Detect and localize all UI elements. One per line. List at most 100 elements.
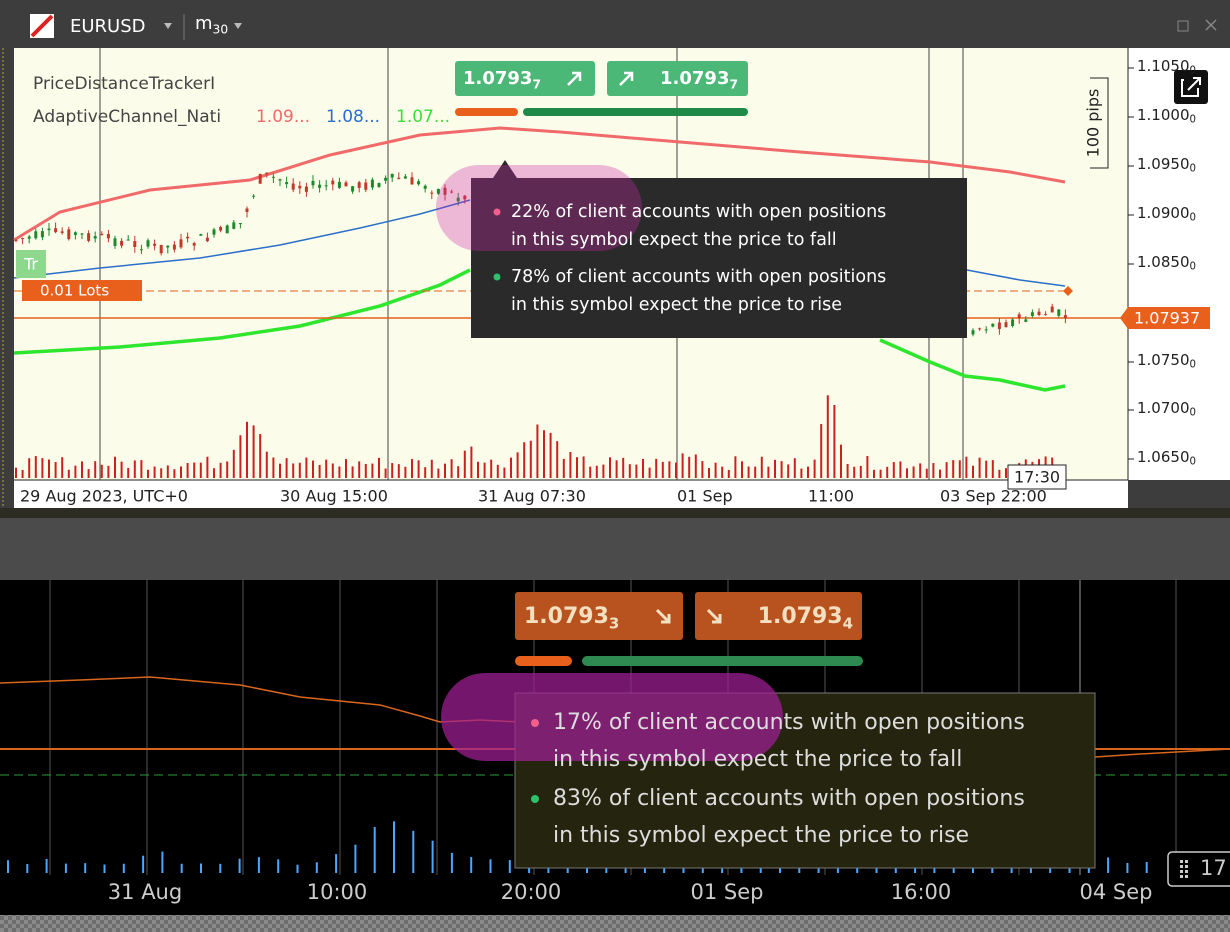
candle-body bbox=[212, 229, 216, 235]
candle-body bbox=[1017, 314, 1021, 318]
detach-button[interactable] bbox=[1177, 20, 1189, 32]
sell-button[interactable] bbox=[515, 592, 683, 640]
candle-body bbox=[133, 241, 137, 247]
grip-dot bbox=[1180, 870, 1183, 873]
grip-dot bbox=[1185, 860, 1188, 863]
candle-body bbox=[463, 195, 467, 200]
candle-body bbox=[1030, 312, 1034, 316]
candle-body bbox=[225, 225, 229, 234]
sell-price-sub: 3 bbox=[609, 614, 619, 632]
candle-body bbox=[285, 182, 289, 185]
trade-button-label: Tr bbox=[23, 255, 38, 274]
candle-body bbox=[971, 330, 975, 335]
trade-button[interactable] bbox=[16, 250, 46, 278]
candle-body bbox=[100, 233, 104, 235]
channel-upper bbox=[13, 126, 1066, 242]
sentiment-sell-bar bbox=[515, 656, 572, 666]
candle-body bbox=[238, 223, 242, 225]
time-tick-label: 03 Sep 22:00 bbox=[940, 487, 1047, 506]
tooltip-text: in this symbol expect the price to fall bbox=[511, 230, 837, 250]
candle-body bbox=[304, 186, 308, 192]
crosshair-time-box bbox=[1007, 464, 1067, 490]
candle-body bbox=[40, 231, 44, 238]
close-button[interactable] bbox=[1205, 19, 1217, 31]
price-line bbox=[1094, 748, 1230, 758]
candle-body bbox=[192, 243, 196, 246]
timeframe-sub: 30 bbox=[213, 22, 229, 36]
sell-button[interactable] bbox=[455, 61, 595, 96]
candle-body bbox=[984, 329, 988, 331]
candle-body bbox=[179, 239, 183, 248]
candle-body bbox=[73, 232, 77, 235]
candle-body bbox=[978, 328, 982, 330]
candle-body bbox=[205, 237, 209, 242]
labels: EURUSD m30PriceDistanceTrackerIAdaptiveCh… bbox=[20, 13, 1227, 904]
rise-dot bbox=[493, 273, 501, 281]
candle-body bbox=[159, 244, 163, 254]
candle-body bbox=[265, 172, 269, 175]
candle-body bbox=[232, 222, 236, 229]
panel-separator bbox=[0, 508, 1230, 580]
candle-body bbox=[443, 187, 447, 195]
candle-body bbox=[991, 323, 995, 327]
buy-button[interactable] bbox=[607, 61, 748, 96]
candle-body bbox=[93, 236, 97, 239]
price-tick-label: 1.08500 bbox=[1137, 253, 1196, 273]
candle-body bbox=[410, 177, 414, 185]
candle-body bbox=[450, 191, 454, 193]
candle-body bbox=[47, 228, 51, 231]
price-tick-label-main: 1.0700 bbox=[1137, 399, 1190, 417]
price-tag bbox=[1120, 307, 1210, 329]
candle-body bbox=[139, 249, 143, 251]
crosshair-time: 17:30 bbox=[1014, 468, 1060, 487]
candle-body bbox=[199, 234, 203, 236]
bottom-strip bbox=[0, 915, 1230, 932]
candle-body bbox=[252, 195, 256, 197]
sentiment-buy-bar bbox=[582, 656, 863, 666]
grip-dot bbox=[1185, 875, 1188, 878]
price-tick-label-main: 1.0850 bbox=[1137, 253, 1190, 271]
time-tick-label: 29 Aug 2023, UTC+0 bbox=[20, 487, 188, 506]
price-tick-label: 1.07000 bbox=[1137, 399, 1196, 419]
buy-button[interactable] bbox=[695, 592, 862, 640]
highlight-marker bbox=[441, 673, 783, 761]
price-tick-label-sub: 0 bbox=[1190, 213, 1196, 224]
candle-body bbox=[1004, 322, 1008, 328]
price-tick-label-main: 1.0750 bbox=[1137, 351, 1190, 369]
candle-body bbox=[172, 244, 176, 250]
left-gutter bbox=[0, 48, 14, 510]
symbol-dropdown[interactable] bbox=[164, 23, 172, 29]
timeframe: m30 bbox=[195, 13, 228, 36]
candle-body bbox=[1011, 319, 1015, 327]
candle-body bbox=[67, 229, 71, 240]
channel-middle bbox=[966, 269, 1066, 287]
indicator-value: 1.07... bbox=[396, 107, 450, 127]
grip-dot bbox=[1185, 870, 1188, 873]
candle-body bbox=[126, 239, 130, 241]
candle-body bbox=[291, 183, 295, 190]
candle-body bbox=[417, 181, 421, 185]
time-tick-label: 20:00 bbox=[501, 880, 562, 904]
lots-label: 0.01 Lots bbox=[40, 282, 109, 300]
price-tick-label: 1.10500 bbox=[1137, 57, 1196, 77]
price-tick-label-main: 1.0950 bbox=[1137, 155, 1190, 173]
tooltip-text: in this symbol expect the price to rise bbox=[511, 295, 842, 315]
candle-body bbox=[14, 239, 18, 241]
scale-label: 100 pips bbox=[1084, 89, 1103, 158]
price-tick-label-main: 1.0650 bbox=[1137, 448, 1190, 466]
buy-price: 1.07934 bbox=[758, 604, 853, 632]
candle-body bbox=[186, 236, 190, 239]
timeframe-dropdown[interactable] bbox=[234, 23, 242, 29]
price-tick-label-main: 1.0900 bbox=[1137, 204, 1190, 222]
candle-body bbox=[997, 322, 1001, 330]
lots-button[interactable] bbox=[22, 280, 142, 301]
expand-icon bbox=[1181, 77, 1201, 97]
indicator-value: 1.08... bbox=[326, 107, 380, 127]
position-marker bbox=[1063, 286, 1073, 296]
candle-body bbox=[54, 228, 58, 233]
price-tick-label-main: 1.1000 bbox=[1137, 106, 1190, 124]
tooltip-text: 83% of client accounts with open positio… bbox=[553, 786, 1025, 811]
candle-body bbox=[397, 177, 401, 179]
